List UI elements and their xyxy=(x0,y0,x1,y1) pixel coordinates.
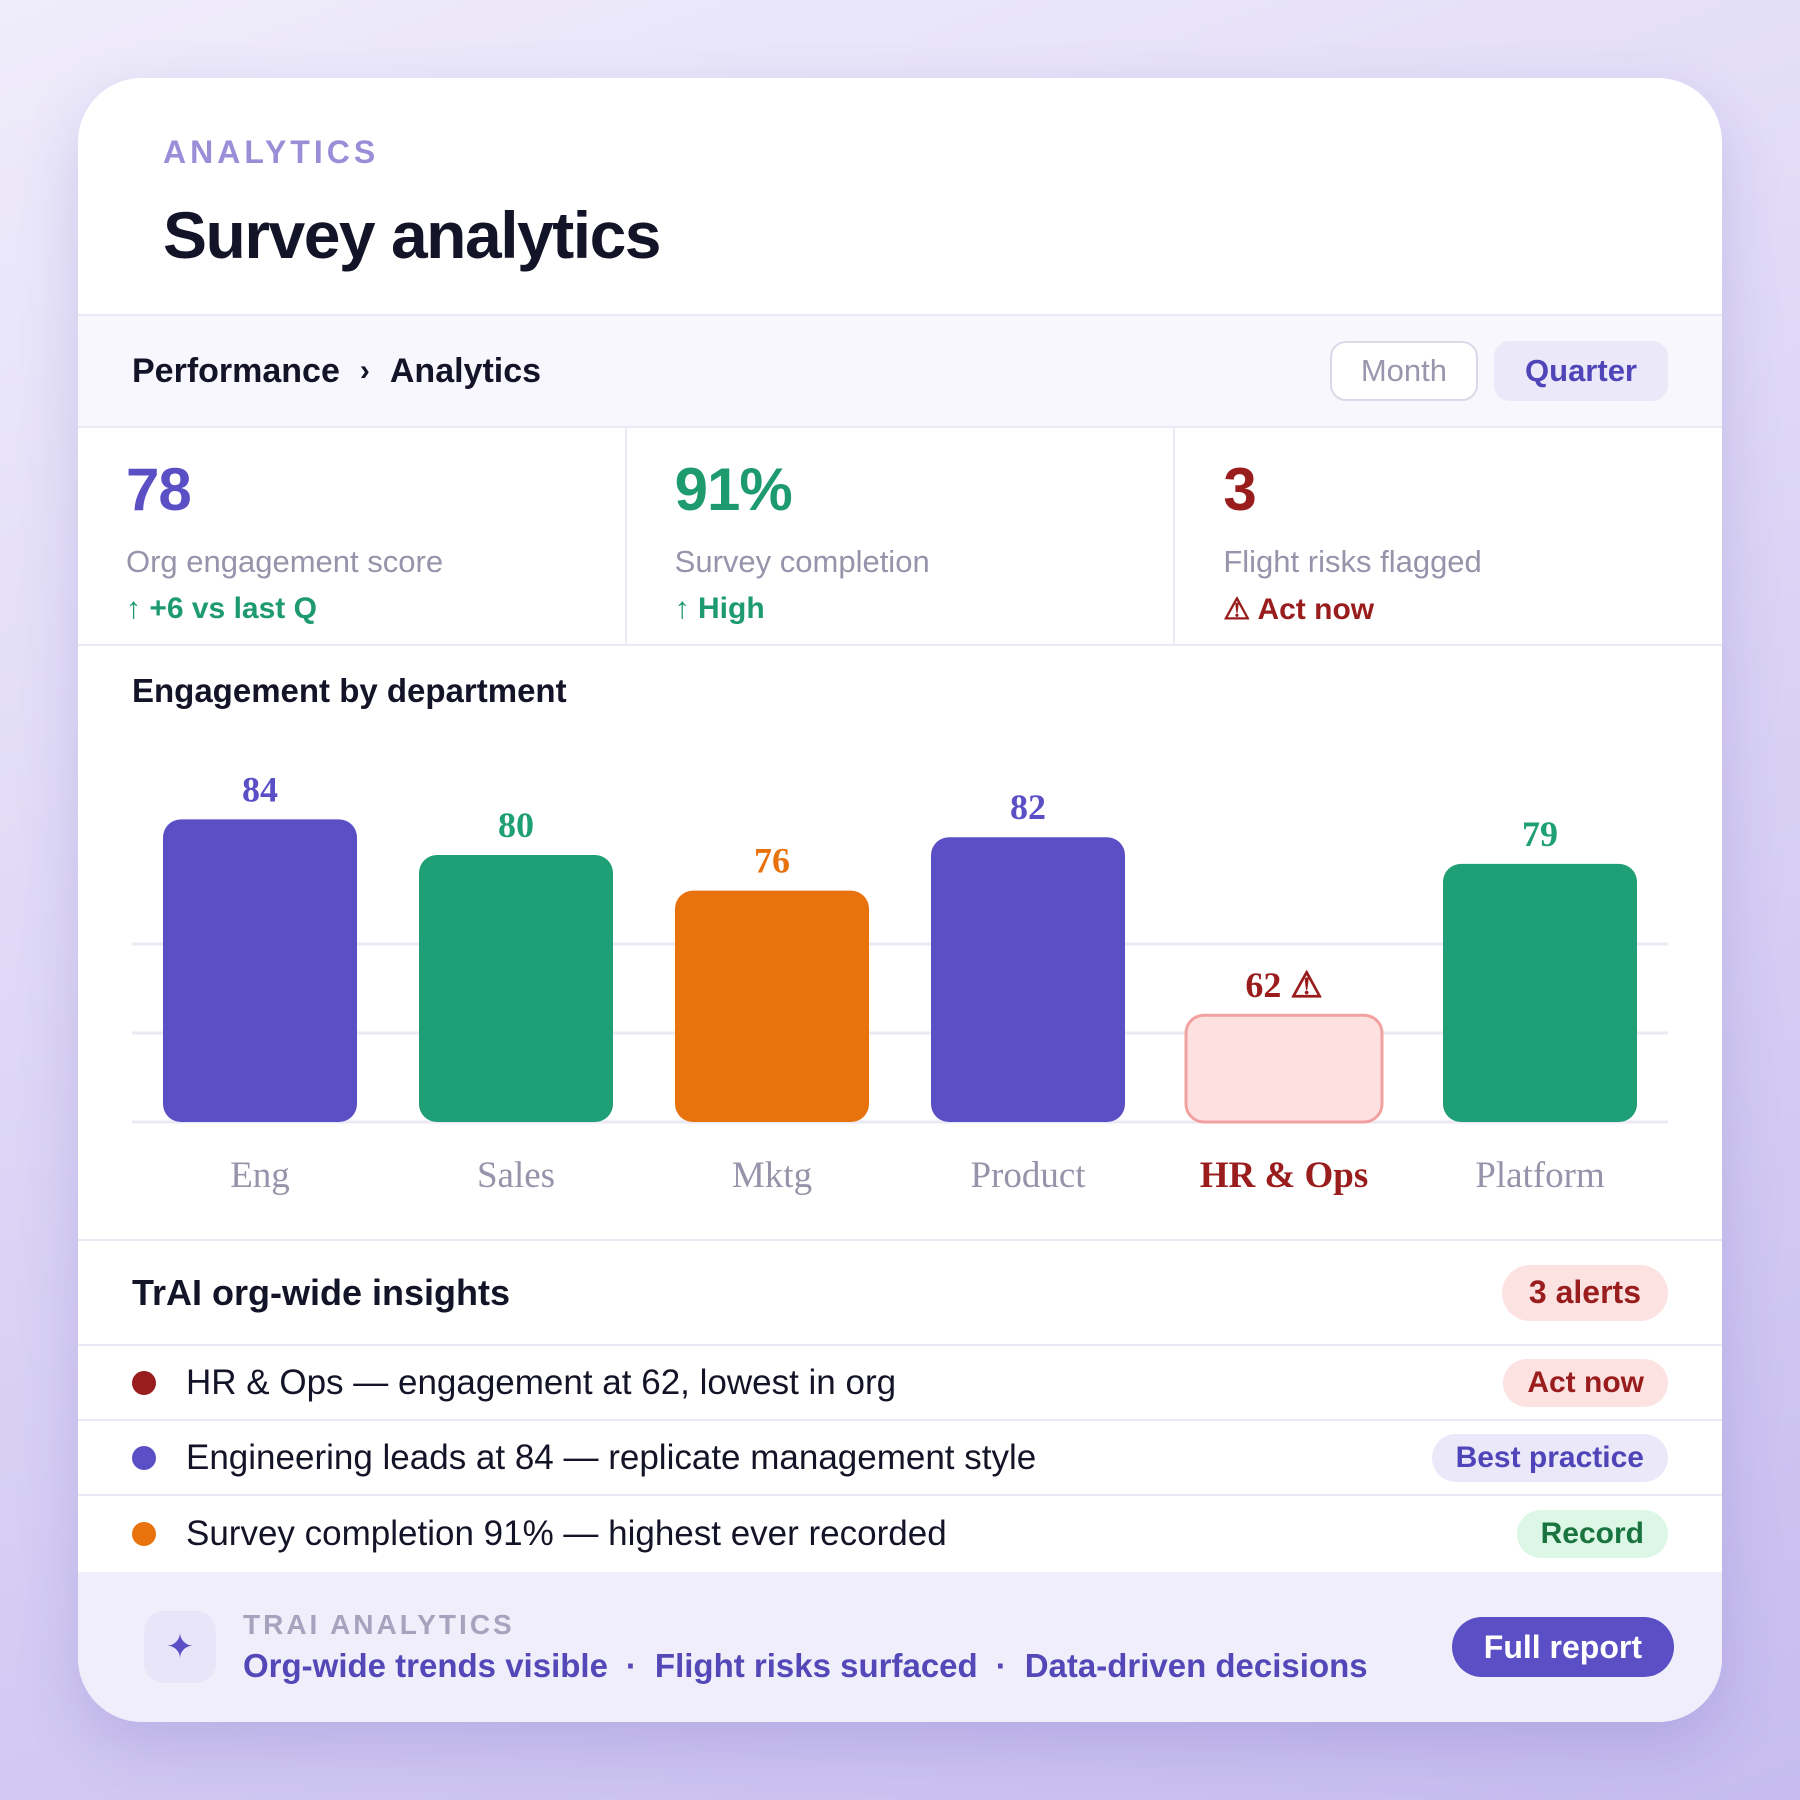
footer-points: Org-wide trends visible · Flight risks s… xyxy=(243,1647,1452,1685)
engagement-chart-section: Engagement by department 84 Eng 80 Sales 76 M… xyxy=(78,646,1722,1241)
kpi-label: Flight risks flagged xyxy=(1223,544,1482,579)
kpi-flight-risks: 3 Flight risks flagged ⚠ Act now xyxy=(1175,428,1722,644)
x-tick-label: Product xyxy=(970,1155,1086,1196)
insight-tag: Act now xyxy=(1503,1358,1668,1407)
footer-label: TRAI ANALYTICS xyxy=(243,1609,515,1640)
bar xyxy=(163,819,357,1122)
full-report-button[interactable]: Full report xyxy=(1451,1617,1674,1677)
footer-text: TRAI ANALYTICS Org-wide trends visible ·… xyxy=(243,1609,1452,1685)
kpi-delta: ⚠ Act now xyxy=(1223,593,1375,626)
bar-value-label: 84 xyxy=(242,769,278,809)
x-tick-label: Platform xyxy=(1475,1155,1605,1196)
x-tick-label: HR & Ops xyxy=(1200,1155,1369,1196)
bar xyxy=(1184,1013,1384,1124)
footer-separator: · xyxy=(995,1647,1007,1684)
footer-point: Data-driven decisions xyxy=(1024,1647,1368,1684)
analytics-card: ANALYTICS Survey analytics Performance ›… xyxy=(78,78,1722,1722)
breadcrumb: Performance › Analytics xyxy=(132,352,541,391)
insight-row[interactable]: HR & Ops — engagement at 62, lowest in o… xyxy=(78,1346,1722,1421)
period-month-button[interactable]: Month xyxy=(1329,341,1479,401)
footer-point: Org-wide trends visible xyxy=(243,1647,608,1684)
bar xyxy=(931,837,1125,1122)
kpi-survey-completion: 91% Survey completion ↑ High xyxy=(627,428,1176,644)
footer-separator: · xyxy=(625,1647,637,1684)
bar xyxy=(675,890,869,1122)
x-tick-label: Eng xyxy=(230,1155,290,1196)
kpi-delta: ↑ High xyxy=(674,592,765,625)
alerts-badge[interactable]: 3 alerts xyxy=(1501,1264,1668,1321)
breadcrumb-item-performance[interactable]: Performance xyxy=(132,351,340,390)
breadcrumb-separator: › xyxy=(359,354,370,387)
kpi-value: 91% xyxy=(674,456,793,523)
insight-row[interactable]: Survey completion 91% — highest ever rec… xyxy=(78,1496,1722,1571)
insights-list: HR & Ops — engagement at 62, lowest in o… xyxy=(78,1346,1722,1571)
footer-bar: ✦ TRAI ANALYTICS Org-wide trends visible… xyxy=(78,1572,1722,1722)
bar-value-label: 79 xyxy=(1522,814,1558,854)
insight-row[interactable]: Engineering leads at 84 — replicate mana… xyxy=(78,1421,1722,1496)
page-header: ANALYTICS Survey analytics xyxy=(78,78,1722,316)
kpi-engagement-score: 78 Org engagement score ↑ +6 vs last Q xyxy=(78,428,627,644)
kpi-delta: ↑ +6 vs last Q xyxy=(126,592,317,625)
bar-value-label: 76 xyxy=(754,841,790,881)
kpi-value: 3 xyxy=(1223,456,1256,523)
engagement-bar-chart: 84 Eng 80 Sales 76 Mktg 82 Product 62 ⚠ HR & Ops 7… xyxy=(132,769,1668,1196)
insight-tag: Best practice xyxy=(1431,1433,1668,1482)
kpi-row: 78 Org engagement score ↑ +6 vs last Q 9… xyxy=(78,428,1722,646)
sparkle-icon: ✦ xyxy=(144,1611,216,1683)
footer-point: Flight risks surfaced xyxy=(654,1647,978,1684)
kpi-label: Org engagement score xyxy=(126,544,444,579)
status-dot xyxy=(132,1370,156,1395)
page-title: Survey analytics xyxy=(163,198,661,272)
insight-text: Engineering leads at 84 — replicate mana… xyxy=(186,1437,1037,1477)
bar xyxy=(419,855,613,1122)
period-quarter-button[interactable]: Quarter xyxy=(1494,341,1668,401)
bar-value-label: 62 ⚠ xyxy=(1245,965,1322,1005)
kpi-value: 78 xyxy=(126,456,192,523)
insight-text: Survey completion 91% — highest ever rec… xyxy=(186,1513,947,1553)
insight-tag: Record xyxy=(1516,1509,1668,1558)
status-dot xyxy=(132,1445,156,1470)
bar-value-label: 82 xyxy=(1010,787,1046,827)
eyebrow-label: ANALYTICS xyxy=(163,134,380,170)
insight-text: HR & Ops — engagement at 62, lowest in o… xyxy=(186,1362,897,1402)
bar xyxy=(1443,863,1637,1122)
x-tick-label: Mktg xyxy=(732,1155,812,1196)
kpi-label: Survey completion xyxy=(674,544,930,579)
period-toggle: Month Quarter xyxy=(1329,341,1668,401)
toolbar: Performance › Analytics Month Quarter xyxy=(78,316,1722,428)
chart-title: Engagement by department xyxy=(132,672,567,709)
x-tick-label: Sales xyxy=(477,1155,555,1196)
insights-title: TrAI org-wide insights xyxy=(132,1271,511,1313)
status-dot xyxy=(132,1521,156,1546)
bar-value-label: 80 xyxy=(498,805,534,845)
breadcrumb-item-analytics: Analytics xyxy=(389,351,542,390)
insights-header: TrAI org-wide insights 3 alerts xyxy=(78,1241,1722,1346)
